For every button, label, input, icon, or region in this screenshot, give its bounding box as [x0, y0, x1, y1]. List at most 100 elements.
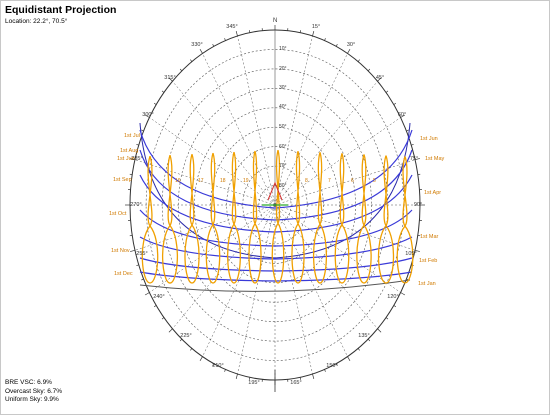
horizon-tick	[312, 373, 315, 379]
bearing-label: 150°	[326, 363, 337, 369]
bearing-label: 255°	[136, 251, 147, 257]
horizon-tick	[199, 356, 203, 362]
horizon-tick	[153, 102, 157, 105]
horizon-tick	[312, 31, 315, 37]
horizon-tick	[400, 114, 406, 118]
altitude-label: 10°	[279, 46, 287, 52]
month-label: 1st Apr	[424, 190, 441, 196]
analemma-loop	[248, 150, 262, 284]
uniform-sky-value: Uniform Sky: 9.9%	[5, 396, 59, 403]
horizon-tick	[130, 158, 136, 161]
month-label: 1st May	[425, 156, 445, 162]
bearing-label: 195°	[248, 380, 259, 386]
analemma-loop	[271, 149, 285, 284]
horizon-tick	[357, 348, 360, 351]
azimuth-spoke	[202, 53, 276, 206]
location-label: Location: 22.2°, 70.5°	[5, 18, 68, 25]
horizon-tick	[224, 369, 226, 372]
horizon-tick	[168, 328, 173, 333]
bearing-label: 75°	[410, 156, 418, 162]
altitude-label: 20°	[279, 66, 287, 72]
horizon-tick	[144, 292, 150, 296]
hour-label: 19	[243, 178, 249, 184]
horizon-tick	[385, 90, 389, 93]
bearing-label: 120°	[387, 294, 398, 300]
horizon-tick	[335, 363, 338, 367]
horizon-tick	[357, 59, 360, 62]
bearing-label: 300°	[142, 112, 153, 118]
azimuth-spoke	[274, 204, 416, 251]
altitude-label: 80°	[279, 183, 287, 189]
azimuth-spoke	[274, 53, 348, 206]
azimuth-spoke	[274, 35, 313, 206]
bearing-label: 285°	[131, 156, 142, 162]
bearing-label: 135°	[358, 333, 369, 339]
bearing-label: 315°	[164, 75, 175, 81]
sun-path-oct-feb	[139, 236, 413, 260]
horizon-tick	[335, 43, 338, 47]
analemma-loop	[334, 153, 350, 284]
horizon-tick	[190, 348, 193, 351]
horizon-tick	[153, 305, 157, 308]
analemma-loop	[396, 156, 414, 284]
azimuth-spoke	[172, 81, 276, 206]
horizon-tick	[393, 305, 397, 308]
bearing-label: 165°	[290, 380, 301, 386]
horizon-tick	[199, 48, 203, 54]
horizon-tick	[400, 292, 406, 296]
azimuth-spoke	[172, 204, 276, 329]
month-label: 1st Oct	[109, 211, 127, 217]
sun-path-dec	[139, 271, 413, 282]
altitude-label: 40°	[279, 104, 287, 110]
sun-band-lower	[139, 279, 411, 292]
horizon-tick	[144, 114, 150, 118]
horizon-tick	[141, 278, 144, 281]
horizon-tick	[367, 68, 371, 72]
horizon-tick	[235, 31, 238, 37]
hour-label: 16	[175, 178, 181, 184]
analemma-loops	[141, 149, 414, 284]
bearing-label: 30°	[347, 42, 355, 48]
azimuth-spoke	[237, 35, 276, 206]
altitude-label: 50°	[279, 124, 287, 130]
bearing-label: 105°	[405, 251, 416, 257]
horizon-tick	[161, 90, 165, 93]
analemma-loop	[356, 154, 372, 284]
horizon-tick	[347, 356, 351, 362]
month-label: 1st Feb	[419, 258, 437, 264]
bearing-label: 330°	[191, 42, 202, 48]
page-title: Equidistant Projection	[5, 4, 117, 16]
bearing-label: 15°	[312, 24, 320, 30]
month-label: 1st Jan	[418, 281, 436, 287]
horizon-tick	[347, 48, 351, 54]
altitude-label: 30°	[279, 85, 287, 91]
sun-path-jun	[139, 129, 413, 209]
horizon-tick	[414, 249, 420, 252]
azimuth-spoke	[274, 117, 401, 206]
obstruction-outline	[267, 181, 283, 201]
altitude-label: 60°	[279, 144, 287, 150]
hour-label: 7	[328, 178, 331, 184]
horizon-tick	[136, 143, 139, 146]
analemma-loop	[291, 150, 305, 284]
analemma-loop	[184, 153, 200, 284]
month-label: 1st Jun	[420, 136, 438, 142]
horizon-tick	[367, 338, 371, 342]
overcast-sky-value: Overcast Sky: 6.7%	[5, 387, 63, 395]
analemma-loop	[141, 156, 159, 284]
horizon-tick	[224, 38, 226, 41]
altitude-label: 70°	[279, 163, 287, 169]
azimuth-spoke	[274, 81, 378, 206]
bearing-label: 210°	[212, 363, 223, 369]
month-label: 1st Sep	[113, 177, 132, 183]
horizon-tick	[377, 77, 382, 82]
month-label: 1st Jun	[117, 156, 135, 162]
analemma-loop	[205, 152, 221, 284]
horizon-tick	[130, 249, 136, 252]
sun-path-sep-mar	[139, 209, 413, 247]
hour-label: 17	[198, 178, 204, 184]
azimuth-spoke	[237, 204, 276, 375]
hour-label: 18	[220, 178, 226, 184]
bearing-label: 345°	[226, 24, 237, 30]
